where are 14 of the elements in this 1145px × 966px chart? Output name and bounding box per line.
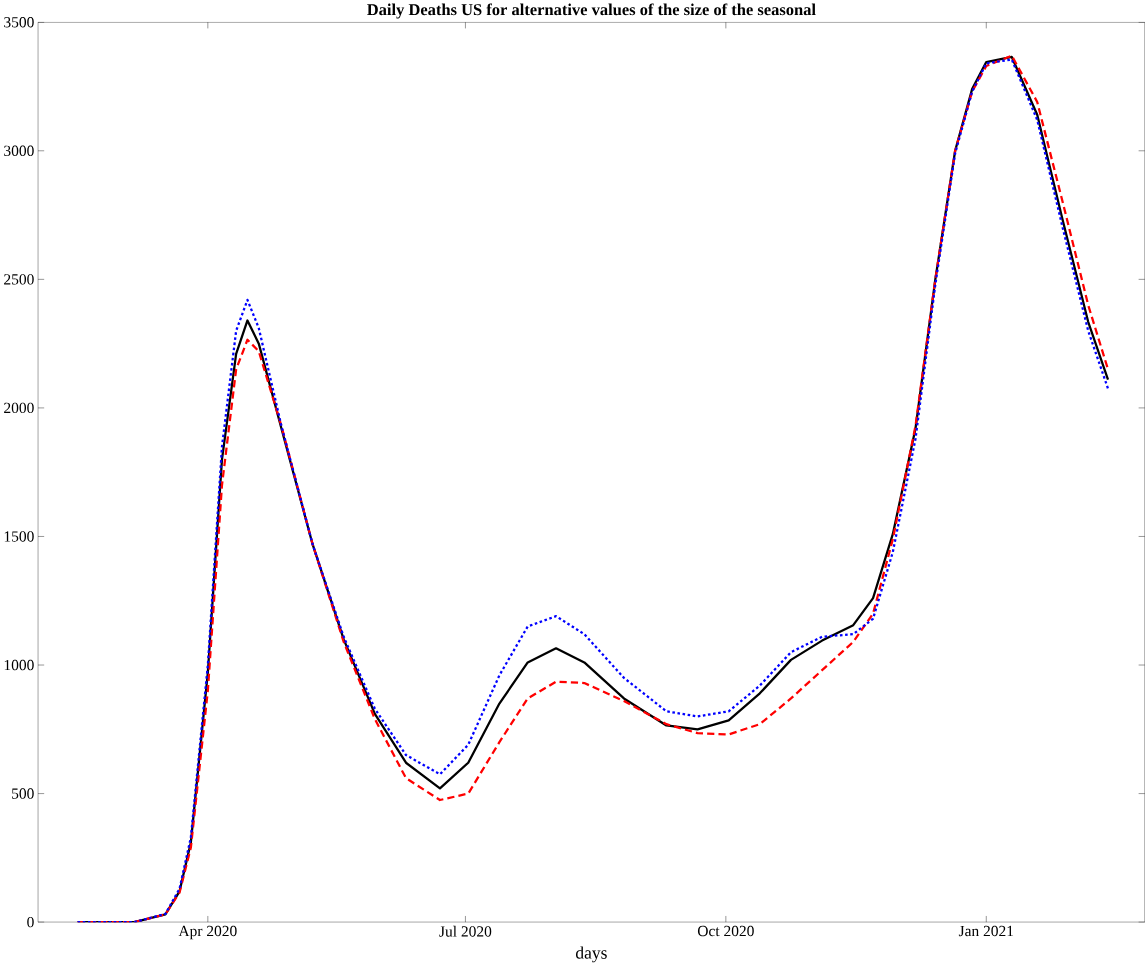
x-axis-title: days — [575, 946, 607, 963]
x-tick-label: Apr 2020 — [178, 925, 237, 940]
y-tick-label: 2000 — [4, 402, 34, 414]
y-tick-label: 3500 — [4, 17, 34, 28]
y-tick-label: 0 — [27, 917, 34, 928]
chart-title: Daily Deaths US for alternative values of the size of the seasonal — [367, 3, 816, 19]
x-tick-label: Jan 2021 — [958, 925, 1014, 937]
y-tick-label: 3000 — [4, 145, 34, 157]
x-tick-label: Jul 2020 — [439, 925, 492, 937]
y-tick-label: 1000 — [4, 659, 34, 671]
y-tick-label: 1500 — [4, 531, 34, 542]
y-tick-label: 2500 — [4, 274, 34, 285]
x-tick-label: Oct 2020 — [697, 925, 754, 937]
y-tick-label: 500 — [12, 788, 34, 799]
